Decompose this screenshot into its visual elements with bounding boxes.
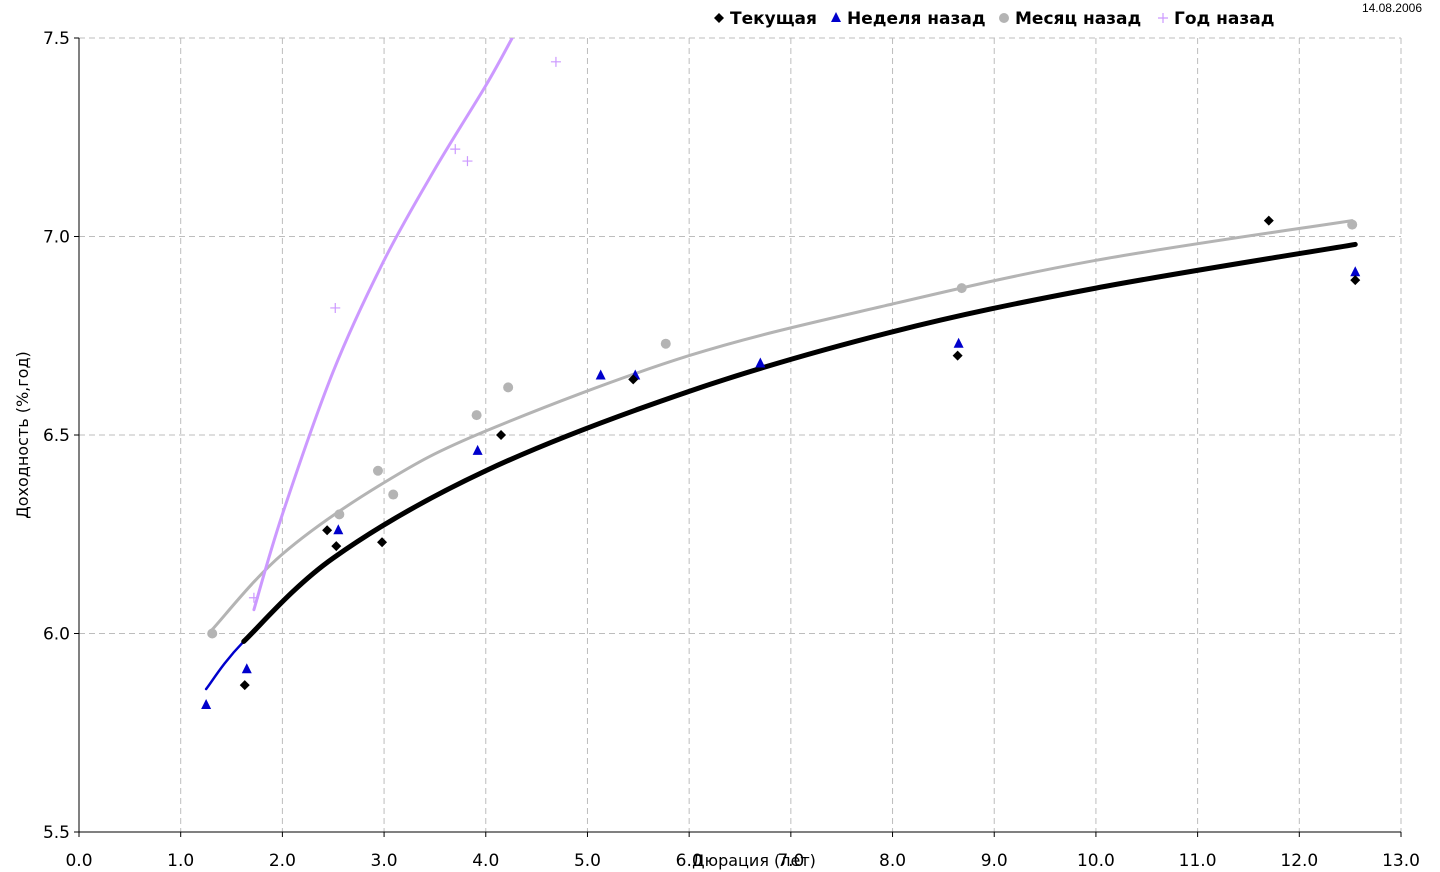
legend-marker-2: [999, 13, 1009, 23]
tick-labels: 0.0 1.0 2.0 3.0 4.0 5.0 6.0 7.0 8.0 9.0 10.0 11.0 12…: [43, 29, 1420, 871]
point-3-4: [550, 56, 561, 67]
point-1-7: [953, 337, 964, 348]
trendline-3: [252, 38, 514, 612]
point-2-4: [471, 410, 482, 421]
x-tick-label: 6.0: [676, 851, 703, 871]
x-tick-label: 0.0: [65, 851, 92, 871]
x-tick-label: 13.0: [1382, 851, 1420, 871]
legend-label-0: Текущая: [730, 9, 817, 29]
point-3-1: [330, 302, 341, 313]
point-1-8: [1350, 266, 1361, 277]
x-tick-label: 12.0: [1280, 851, 1318, 871]
trendlines: [204, 38, 1358, 691]
trendline-2: [210, 219, 1354, 632]
point-2-8: [1347, 219, 1358, 230]
point-0-7: [1263, 215, 1274, 226]
legend-label-2: Месяц назад: [1015, 9, 1141, 29]
point-3-0: [248, 592, 259, 603]
data-points: [201, 56, 1361, 709]
point-2-1: [334, 509, 345, 520]
legend-marker-0: [714, 13, 724, 23]
point-3-3: [462, 156, 473, 167]
x-tick-label: 10.0: [1077, 851, 1115, 871]
x-tick-label: 7.0: [777, 851, 804, 871]
point-1-6: [755, 357, 766, 368]
x-tick-label: 4.0: [472, 851, 499, 871]
date-label: 14.08.2006: [1362, 1, 1422, 15]
point-0-3: [377, 537, 388, 548]
y-tick-label: 7.5: [43, 29, 70, 49]
point-2-3: [388, 489, 399, 500]
y-tick-label: 6.5: [43, 426, 70, 446]
y-tick-label: 7.0: [43, 228, 70, 248]
point-1-0: [201, 698, 212, 709]
point-1-2: [333, 524, 344, 535]
x-tick-label: 9.0: [981, 851, 1008, 871]
legend: Текущая Неделя назад Месяц назад Год назад: [714, 9, 1274, 29]
y-axis-title: Доходность (%,год): [13, 351, 32, 519]
point-2-6: [660, 338, 671, 349]
point-2-0: [207, 628, 218, 639]
point-1-4: [595, 369, 606, 380]
point-0-8: [1350, 275, 1361, 286]
point-2-7: [956, 283, 967, 294]
point-0-0: [239, 680, 250, 691]
y-tick-label: 6.0: [43, 625, 70, 645]
x-tick-label: 3.0: [371, 851, 398, 871]
grid: [79, 37, 1402, 832]
x-tick-label: 5.0: [574, 851, 601, 871]
legend-label-1: Неделя назад: [847, 9, 986, 29]
x-tick-label: 8.0: [879, 851, 906, 871]
legend-marker-1: [831, 12, 841, 22]
x-tick-label: 1.0: [167, 851, 194, 871]
point-1-1: [241, 663, 252, 674]
point-0-2: [331, 541, 342, 552]
legend-marker-3: [1158, 13, 1168, 23]
point-1-3: [472, 444, 483, 455]
x-axis-title: Дюрация (лет): [692, 851, 816, 870]
x-tick-label: 11.0: [1179, 851, 1217, 871]
legend-label-3: Год назад: [1174, 9, 1274, 29]
trendline-0: [241, 241, 1358, 644]
point-0-4: [496, 430, 507, 440]
point-2-2: [372, 465, 383, 476]
x-tick-label: 2.0: [269, 851, 296, 871]
point-0-5: [628, 374, 639, 385]
y-tick-label: 5.5: [43, 823, 70, 843]
point-0-1: [322, 525, 333, 536]
point-0-6: [952, 350, 963, 361]
point-2-5: [503, 382, 514, 393]
point-3-2: [450, 144, 461, 155]
